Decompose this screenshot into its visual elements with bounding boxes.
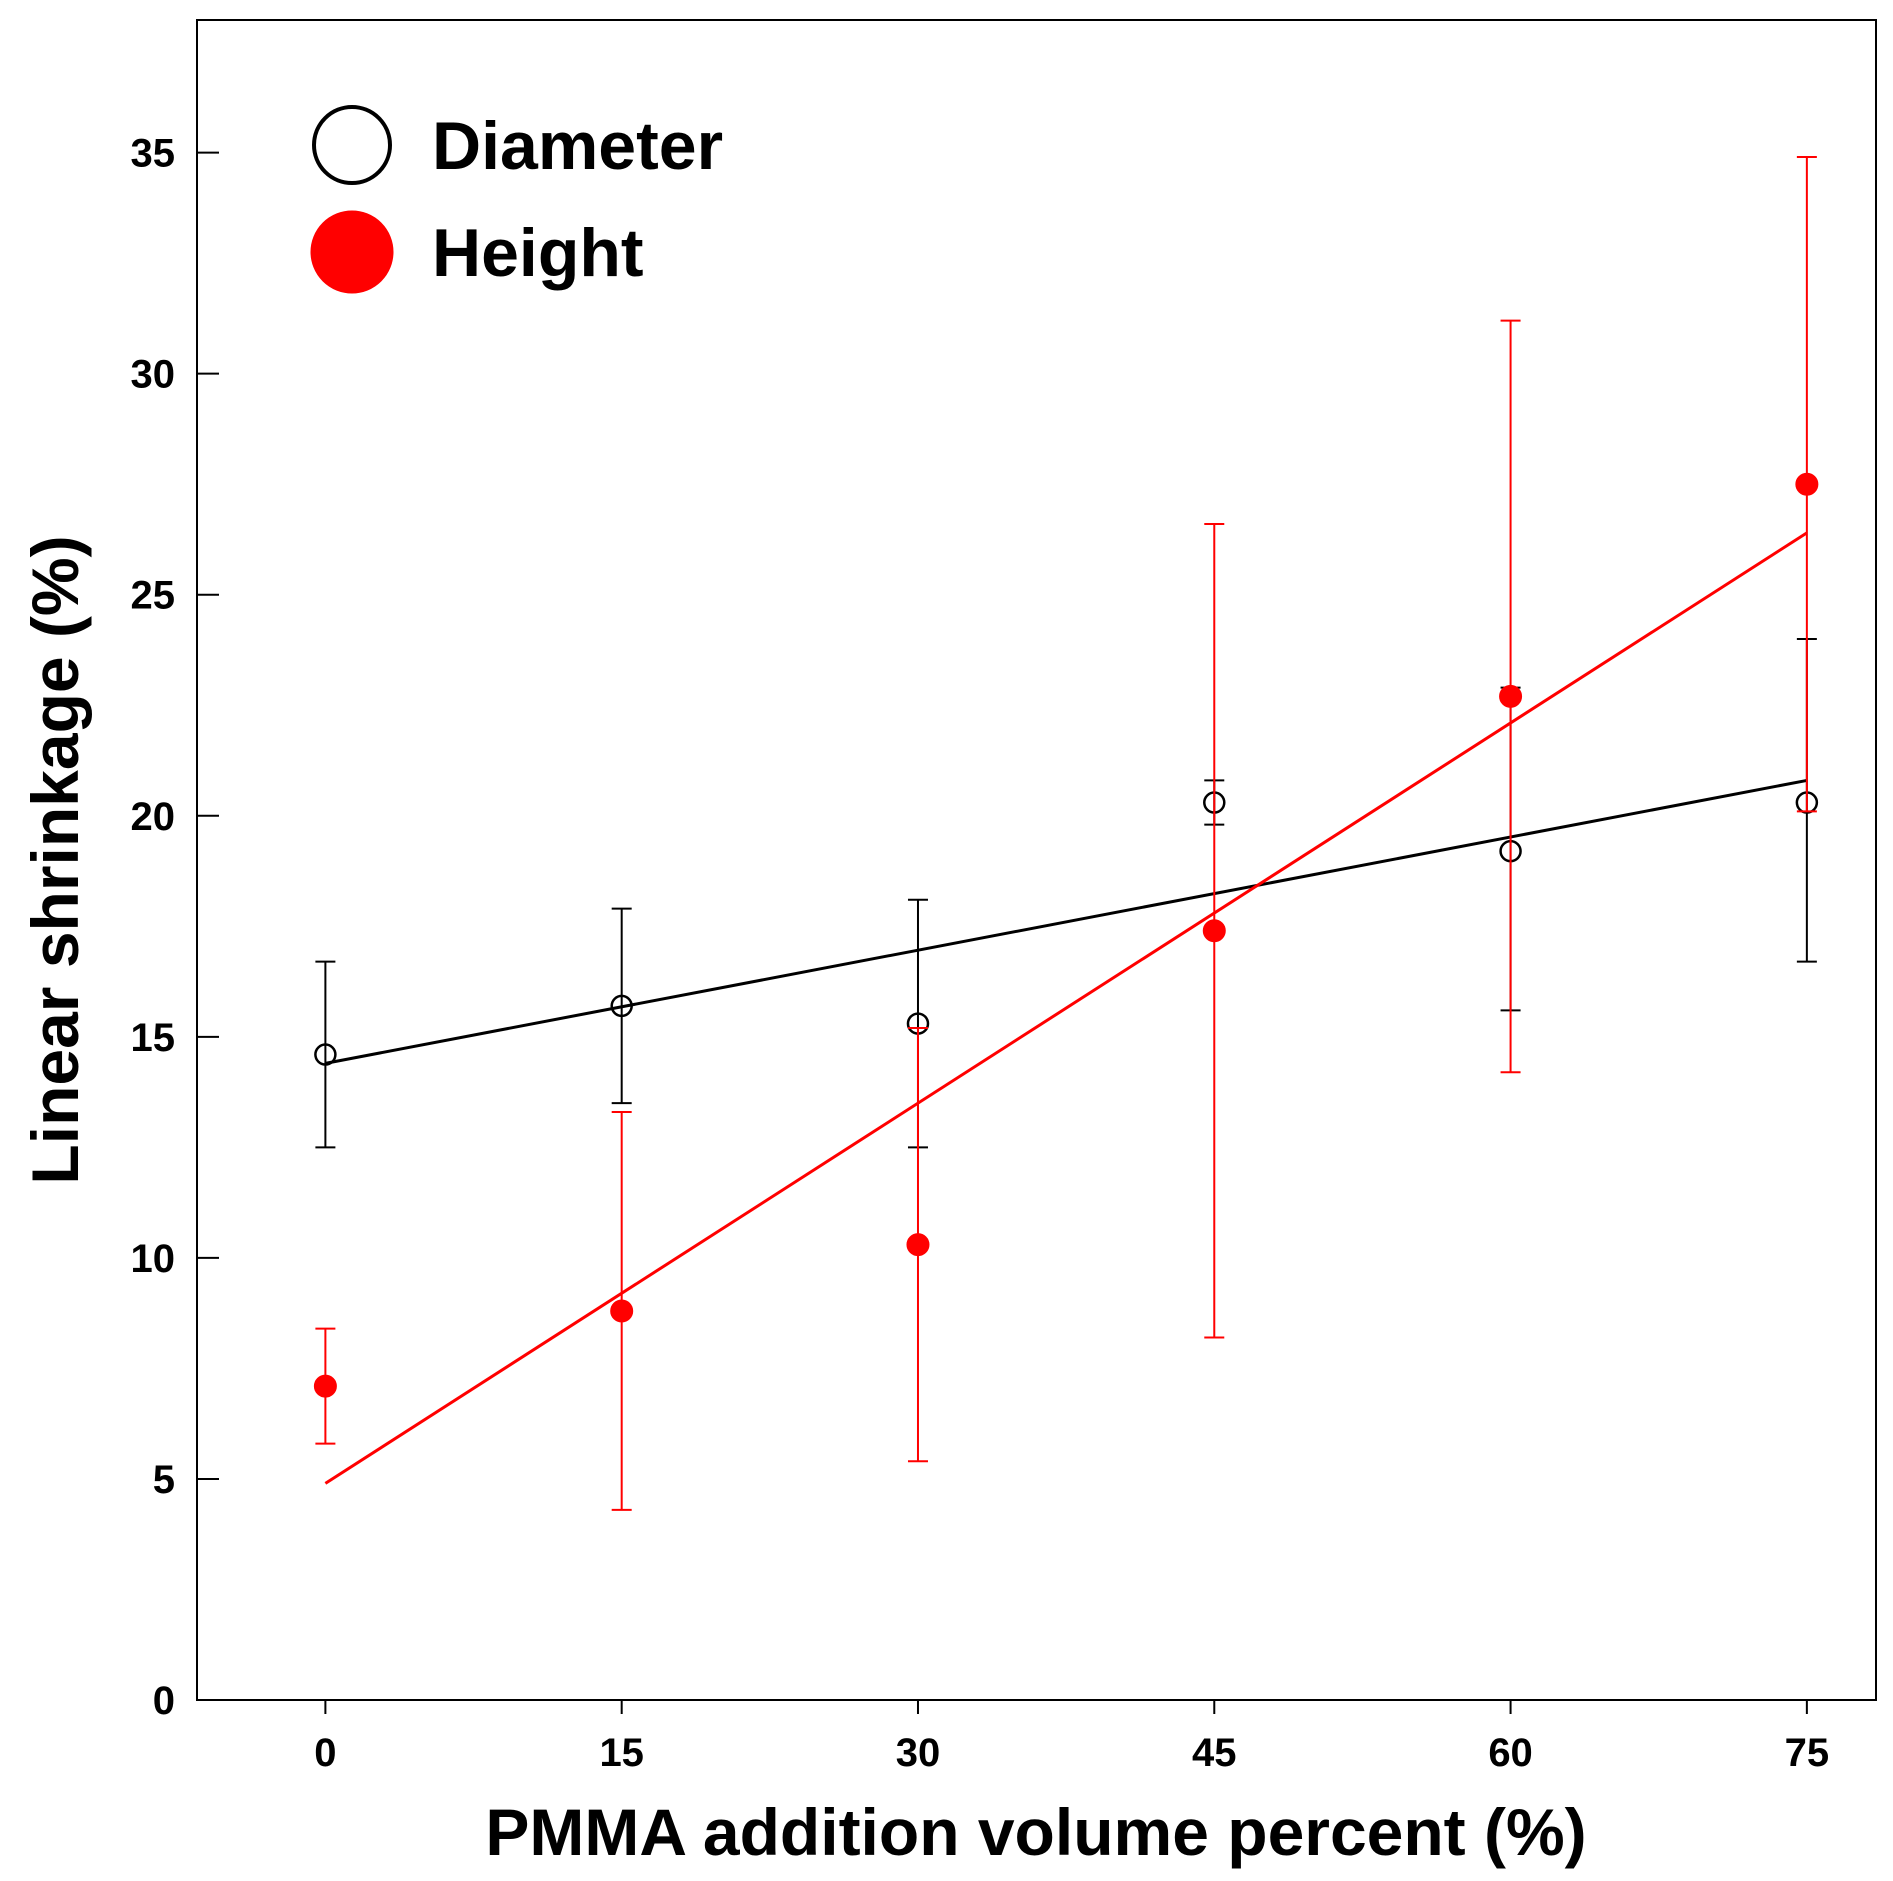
y-tick-label: 35	[131, 132, 176, 176]
y-tick-label: 20	[131, 795, 176, 839]
diameter-fit-line	[325, 778, 1808, 1065]
height-fit-line	[324, 531, 1808, 1485]
y-tick-label: 25	[131, 574, 176, 618]
x-axis-title: PMMA addition volume percent (%)	[485, 1795, 1586, 1869]
y-tick-label: 0	[153, 1679, 175, 1723]
height-point	[1202, 919, 1226, 943]
x-tick-label: 15	[599, 1731, 644, 1775]
height-series	[313, 156, 1819, 1511]
diameter-point	[610, 994, 633, 1018]
height-point	[1499, 684, 1523, 708]
x-tick-label: 30	[896, 1731, 941, 1775]
diameter-legend-label: Diameter	[432, 108, 723, 184]
y-tick-label: 30	[131, 353, 176, 397]
diameter-legend-marker	[312, 105, 392, 185]
height-legend-label: Height	[432, 215, 644, 291]
y-tick-label: 10	[131, 1237, 176, 1281]
diameter-series	[314, 637, 1819, 1149]
y-axis-title: Linear shrinkage (%)	[18, 535, 92, 1184]
legend: Diameter Height	[310, 105, 723, 294]
y-tick-label: 5	[153, 1458, 175, 1502]
height-point	[1795, 472, 1819, 496]
series-layer	[313, 156, 1819, 1511]
x-tick-label: 60	[1488, 1731, 1533, 1775]
height-legend-marker	[310, 210, 394, 294]
y-tick-label: 15	[131, 1016, 176, 1060]
diameter-point	[314, 1043, 337, 1066]
x-tick-label: 0	[314, 1731, 336, 1775]
axis-ticks: 0 5 10 15 20 25 30 35 0 15 30 45 60 75	[131, 132, 1830, 1775]
x-tick-label: 45	[1192, 1731, 1237, 1775]
height-point	[906, 1233, 930, 1257]
height-point	[610, 1299, 634, 1323]
height-point	[313, 1374, 337, 1398]
plot-frame	[196, 19, 1877, 1701]
x-tick-label: 75	[1785, 1731, 1830, 1775]
